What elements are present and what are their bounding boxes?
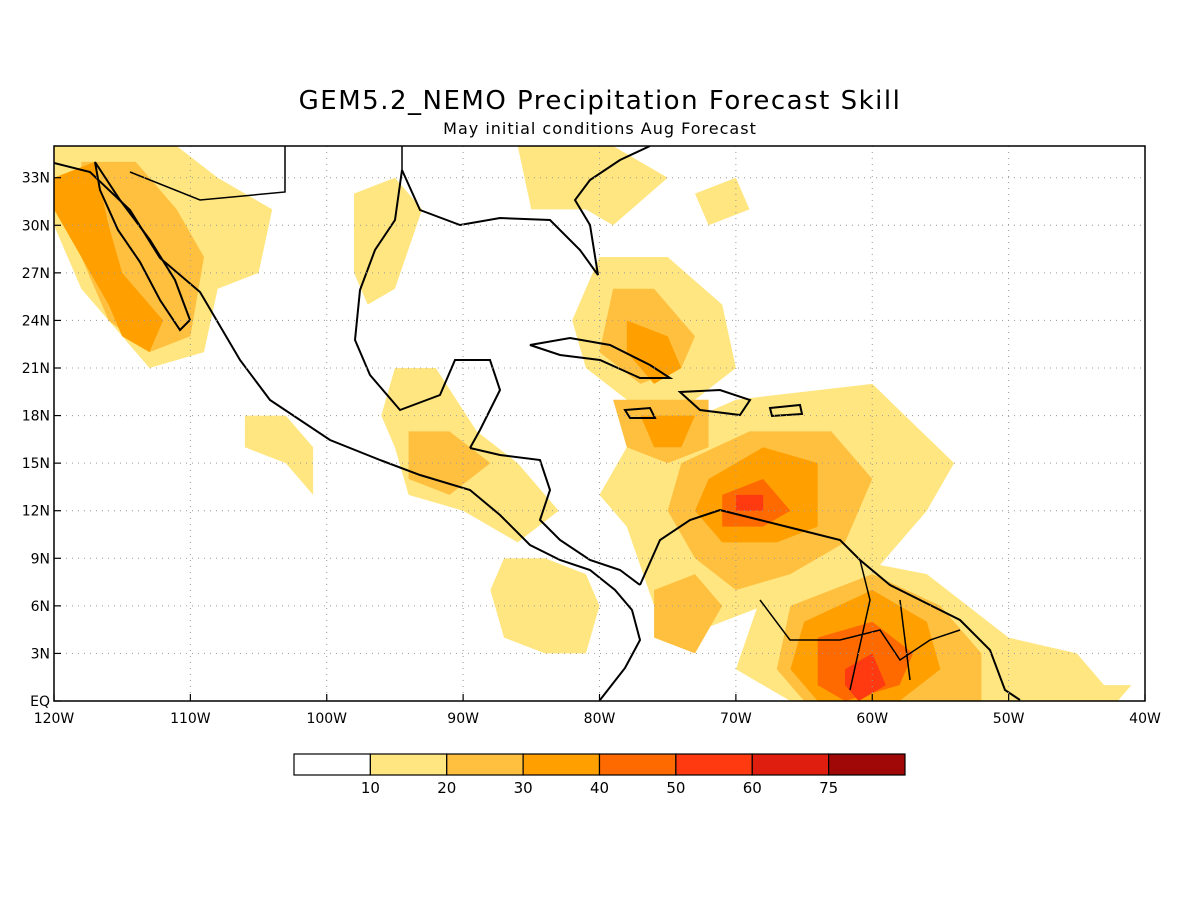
x-tick-label: 40W <box>1129 711 1161 727</box>
jamaica-outline <box>623 406 657 419</box>
colorbar-label: 30 <box>514 779 533 797</box>
south-america-coast <box>639 508 1021 701</box>
y-tick-label: 27N <box>22 266 50 282</box>
y-axis-ticks: EQ 3N 6N 9N 12N 15N 18N 21N 24N 27N 30N 33N <box>22 171 61 710</box>
colorbar-swatch <box>751 753 830 776</box>
colorbar-label: 10 <box>361 779 380 797</box>
colorbar-swatch <box>828 753 906 776</box>
skill-region-southeast-us <box>517 146 668 226</box>
colorbar-label: 75 <box>819 779 838 797</box>
y-tick-label: 30N <box>22 218 50 234</box>
colorbar-label: 40 <box>590 779 609 797</box>
y-tick-label: 18N <box>22 409 50 425</box>
skill-region-bahamas-cuba <box>626 320 682 384</box>
hispaniola-outline <box>677 388 752 417</box>
coastline-layer <box>54 146 1021 701</box>
x-tick-label: 80W <box>584 711 616 727</box>
y-tick-label: 33N <box>22 171 50 187</box>
puerto-rico-outline <box>768 403 804 418</box>
map-title: GEM5.2_NEMO Precipitation Forecast Skill <box>298 86 902 116</box>
x-tick-label: 100W <box>306 711 347 727</box>
y-tick-label: 15N <box>22 456 50 472</box>
skill-region-northwest-mexico <box>54 161 164 353</box>
us-gulf-coast <box>401 146 651 276</box>
skill-region-colombia-interior <box>654 574 723 654</box>
x-tick-label: 90W <box>447 711 479 727</box>
colorbar-swatch <box>446 753 524 776</box>
y-tick-label: EQ <box>30 694 50 710</box>
colorbar-swatch <box>522 753 601 776</box>
y-tick-label: 21N <box>22 361 50 377</box>
us-mexico-border <box>129 146 403 201</box>
skill-region-west-pacific-patch <box>244 415 314 495</box>
x-axis-ticks: 120W 110W 100W 90W 80W 70W 60W 50W 40W <box>34 694 1161 727</box>
colorbar-swatch <box>293 753 371 776</box>
cuba-outline <box>529 336 674 379</box>
baja-coastline <box>94 161 192 332</box>
y-tick-label: 12N <box>22 504 50 520</box>
x-tick-label: 50W <box>993 711 1025 727</box>
skill-region-jamaica-haiti <box>640 415 695 448</box>
colorbar-label: 50 <box>666 779 685 797</box>
skill-region-gulf-coast-texas <box>354 177 423 305</box>
colorbar-swatch <box>598 753 677 776</box>
skill-region-north-atlantic-patch <box>695 177 750 226</box>
x-tick-label: 70W <box>720 711 752 727</box>
x-tick-label: 120W <box>34 711 75 727</box>
skill-region-caribbean-core <box>735 494 764 511</box>
y-tick-label: 6N <box>31 599 50 615</box>
caribbean-central-coast <box>469 447 641 586</box>
south-america-borders <box>759 559 961 691</box>
y-tick-label: 9N <box>31 551 50 567</box>
pacific-coastline <box>54 162 642 701</box>
x-tick-label: 110W <box>170 711 211 727</box>
colorbar-swatch <box>369 753 448 776</box>
colorbar: 10 20 30 40 50 60 75 <box>293 753 906 797</box>
gulf-coastline <box>353 169 502 449</box>
x-tick-label: 60W <box>856 711 888 727</box>
y-tick-label: 24N <box>22 313 50 329</box>
skill-region-atlantic-east-patch <box>1090 685 1132 701</box>
skill-region-eastern-pacific-offshore <box>490 558 600 654</box>
y-tick-label: 3N <box>31 646 50 662</box>
colorbar-label: 60 <box>743 779 762 797</box>
colorbar-swatch <box>675 753 753 776</box>
map-subtitle: May initial conditions Aug Forecast <box>443 119 757 138</box>
skill-shading-layer <box>54 146 1132 701</box>
gridlines <box>54 146 1145 701</box>
colorbar-label: 20 <box>437 779 456 797</box>
